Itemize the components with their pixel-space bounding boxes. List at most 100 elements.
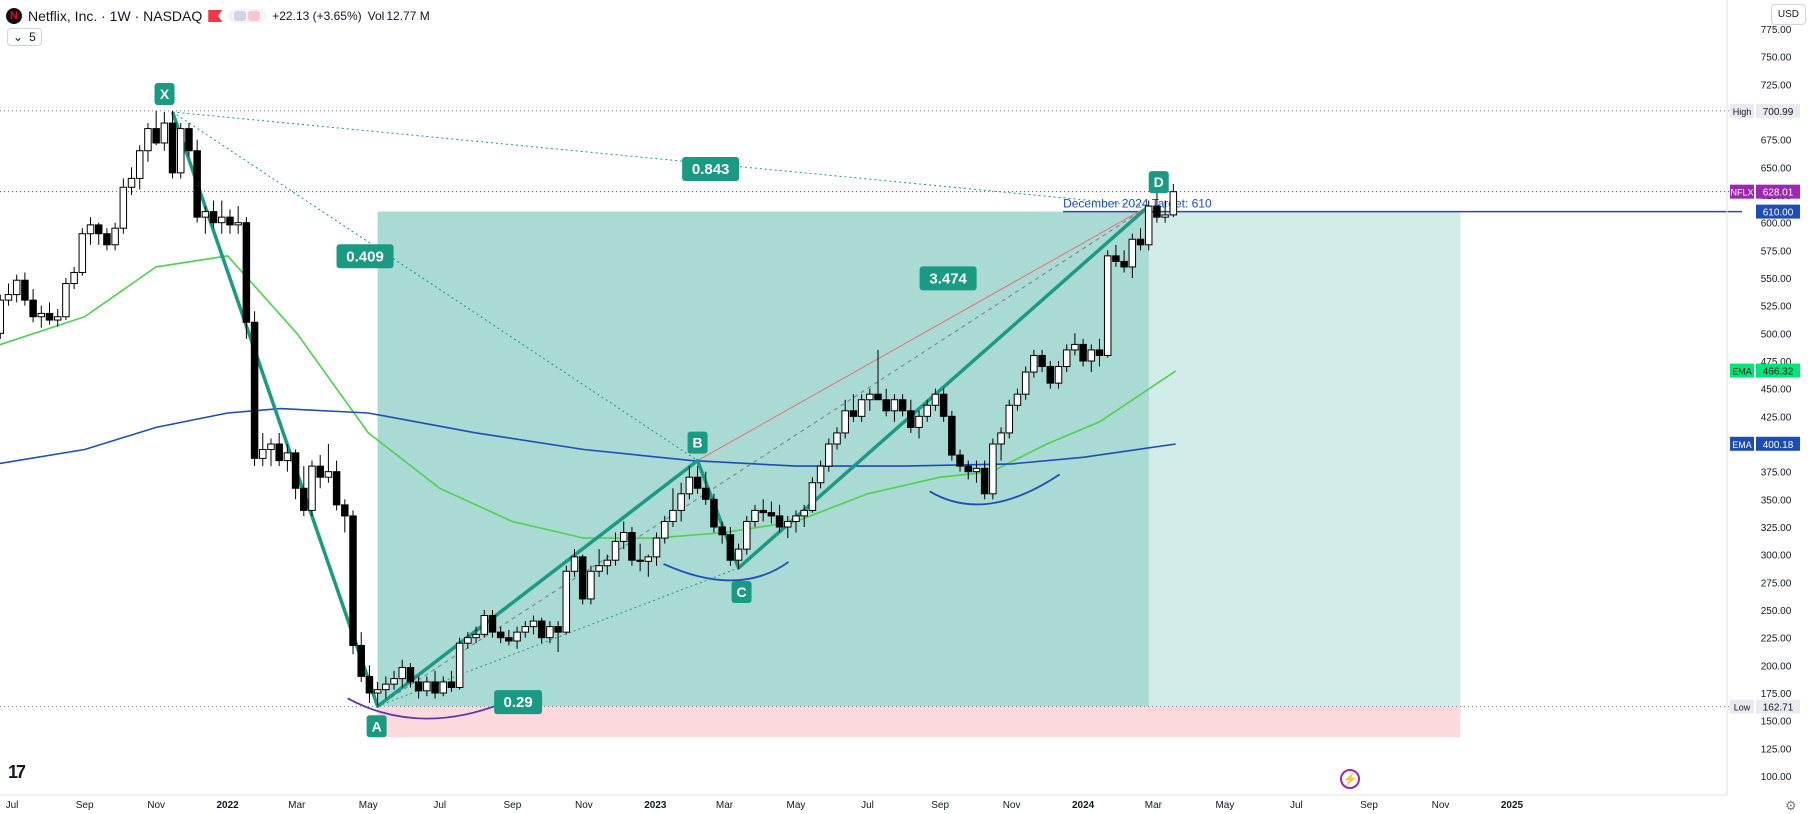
candle	[751, 504, 759, 527]
candle	[464, 632, 472, 649]
candle-body	[94, 224, 103, 235]
candle	[70, 266, 78, 290]
candle-body	[513, 631, 521, 642]
candle-body	[406, 667, 415, 683]
candle-body	[857, 399, 866, 417]
candle-body	[874, 393, 882, 401]
candle-body	[521, 626, 530, 633]
price-change: +22.13 (+3.65%)	[272, 9, 362, 23]
target-price-value-bg	[1756, 204, 1800, 219]
candle-body	[546, 626, 554, 639]
y-tick-label: 650.00	[1761, 163, 1792, 174]
candle	[406, 663, 415, 688]
flag-icon[interactable]	[208, 10, 223, 22]
candle	[29, 289, 37, 323]
candle-body	[1136, 238, 1145, 246]
y-tick-label: 600.00	[1761, 219, 1792, 230]
candle	[267, 438, 275, 467]
candle	[324, 444, 333, 483]
candle	[989, 438, 997, 500]
candle	[201, 206, 210, 234]
candle-body	[488, 615, 497, 633]
x-tick-label: Mar	[1145, 800, 1163, 811]
candle-body	[29, 299, 37, 318]
candle	[767, 501, 776, 524]
candle	[1112, 244, 1120, 267]
candle	[423, 676, 431, 697]
candle	[414, 676, 423, 699]
candle	[218, 200, 226, 234]
tradingview-logo-icon[interactable]: 17	[8, 762, 26, 782]
candle	[734, 543, 743, 570]
candle	[554, 621, 562, 653]
candle-body	[816, 465, 825, 484]
target-line-label: December 2024 Target: 610	[1063, 197, 1212, 211]
candle	[1062, 344, 1071, 373]
candle-body	[997, 432, 1005, 445]
point-label-a-bg	[366, 715, 387, 738]
interval-selector[interactable]: ⌄ 5	[7, 28, 42, 46]
y-tick-label: 250.00	[1761, 606, 1792, 617]
target-zone-filled	[377, 211, 1149, 707]
candle	[127, 167, 136, 195]
x-tick-label: Nov	[575, 800, 593, 811]
candle	[931, 388, 940, 411]
low-price-value-bg	[1756, 699, 1800, 714]
candle	[308, 460, 316, 516]
candle-body	[825, 443, 833, 467]
candle-body	[135, 150, 144, 179]
candle-body	[464, 637, 472, 644]
candle-body	[62, 283, 70, 318]
low-price-value: 162.71	[1763, 703, 1794, 714]
candle-body	[702, 487, 710, 500]
target-price-value: 610.00	[1763, 208, 1794, 219]
candle	[948, 410, 956, 461]
settings-gear-icon[interactable]: ⚙	[1785, 798, 1797, 813]
candle	[193, 139, 201, 223]
ratio-line-xb	[172, 111, 698, 462]
candle	[874, 349, 882, 401]
x-tick-label: Sep	[503, 800, 521, 811]
y-tick-label: 125.00	[1761, 744, 1792, 755]
arc-e	[929, 473, 1061, 506]
candle-body	[1071, 343, 1079, 351]
candle-body	[226, 216, 234, 226]
x-tick-label: Mar	[716, 800, 734, 811]
symbol-title[interactable]: Netflix, Inc. · 1W · NASDAQ	[28, 8, 203, 24]
candle-body	[554, 626, 562, 633]
candle	[455, 637, 464, 690]
candle-body	[242, 222, 251, 323]
ratio-label-xd-bg	[682, 157, 740, 182]
indicator-toggle[interactable]	[228, 9, 267, 23]
x-tick-label: Sep	[931, 800, 949, 811]
candle	[816, 460, 825, 489]
candle	[185, 123, 193, 157]
candle	[915, 410, 923, 439]
candle	[291, 449, 300, 500]
y-tick-label: 725.00	[1761, 80, 1792, 91]
y-tick-label: 200.00	[1761, 661, 1792, 672]
candle	[447, 670, 456, 692]
ema-fast-line	[0, 255, 1177, 539]
y-tick-label: 450.00	[1761, 385, 1792, 396]
candle-body	[414, 681, 423, 692]
candle	[972, 460, 981, 483]
currency-selector[interactable]: USD	[1770, 4, 1806, 25]
candle	[103, 228, 111, 251]
candle-body	[373, 689, 382, 694]
y-tick-label: 375.00	[1761, 468, 1792, 479]
candle-body	[357, 644, 365, 677]
candle	[521, 621, 530, 638]
candle	[644, 554, 653, 577]
y-tick-label: 550.00	[1761, 274, 1792, 285]
candle	[710, 493, 718, 533]
lightning-icon[interactable]: ⚡	[1340, 769, 1360, 789]
candle-body	[505, 637, 513, 642]
candle	[882, 388, 890, 417]
candle	[496, 626, 505, 644]
candle	[283, 444, 292, 472]
ratio-label-xb: 0.409	[346, 248, 384, 265]
candle	[62, 278, 70, 321]
ratio-label-ac-bg	[494, 690, 543, 715]
